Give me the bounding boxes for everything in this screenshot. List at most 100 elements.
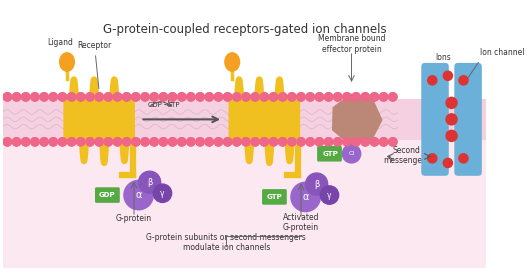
Circle shape [288, 138, 296, 146]
FancyBboxPatch shape [229, 95, 240, 144]
Circle shape [95, 93, 103, 101]
Circle shape [58, 93, 66, 101]
Text: Cl: Cl [348, 151, 355, 156]
Circle shape [205, 93, 213, 101]
Circle shape [214, 138, 222, 146]
Ellipse shape [225, 53, 240, 71]
Text: α: α [135, 190, 142, 200]
Text: GTP: GTP [323, 151, 338, 157]
Circle shape [169, 93, 177, 101]
Circle shape [132, 138, 140, 146]
Circle shape [334, 93, 342, 101]
FancyBboxPatch shape [289, 95, 300, 144]
Circle shape [13, 138, 21, 146]
Circle shape [40, 93, 48, 101]
Circle shape [389, 93, 397, 101]
Circle shape [67, 93, 76, 101]
Text: β: β [314, 179, 319, 188]
Circle shape [242, 138, 250, 146]
Text: G-protein: G-protein [116, 214, 152, 223]
FancyBboxPatch shape [239, 95, 250, 144]
Circle shape [223, 138, 232, 146]
Circle shape [141, 138, 149, 146]
Text: γ: γ [160, 189, 165, 198]
Circle shape [446, 97, 457, 108]
Circle shape [315, 138, 324, 146]
Circle shape [260, 138, 268, 146]
Text: α: α [302, 192, 309, 202]
Circle shape [76, 93, 85, 101]
Circle shape [95, 138, 103, 146]
Circle shape [251, 93, 259, 101]
FancyBboxPatch shape [259, 95, 270, 144]
Circle shape [251, 138, 259, 146]
Circle shape [446, 130, 457, 141]
FancyBboxPatch shape [104, 95, 115, 144]
Circle shape [334, 138, 342, 146]
Circle shape [352, 138, 360, 146]
Circle shape [13, 138, 21, 146]
Circle shape [205, 138, 213, 146]
Circle shape [76, 93, 85, 101]
Circle shape [153, 184, 172, 202]
Circle shape [76, 138, 85, 146]
Circle shape [113, 93, 122, 101]
FancyBboxPatch shape [262, 189, 287, 205]
Circle shape [306, 173, 328, 195]
Circle shape [205, 93, 213, 101]
Circle shape [104, 138, 112, 146]
Circle shape [223, 93, 232, 101]
Circle shape [49, 93, 57, 101]
Circle shape [132, 93, 140, 101]
Circle shape [279, 93, 287, 101]
Circle shape [86, 138, 94, 146]
Circle shape [113, 138, 122, 146]
Circle shape [58, 138, 66, 146]
Circle shape [297, 138, 305, 146]
Circle shape [370, 138, 378, 146]
Circle shape [187, 93, 195, 101]
Circle shape [315, 138, 324, 146]
Circle shape [214, 93, 222, 101]
Circle shape [325, 138, 333, 146]
Circle shape [459, 154, 468, 163]
Circle shape [104, 93, 112, 101]
Circle shape [334, 138, 342, 146]
Circle shape [159, 138, 168, 146]
Circle shape [306, 93, 314, 101]
Circle shape [343, 93, 351, 101]
Circle shape [123, 93, 131, 101]
Circle shape [86, 138, 94, 146]
Circle shape [343, 138, 351, 146]
Circle shape [178, 138, 186, 146]
Circle shape [297, 93, 305, 101]
Text: β: β [147, 178, 152, 187]
FancyBboxPatch shape [63, 95, 74, 144]
Circle shape [251, 138, 259, 146]
Circle shape [150, 93, 158, 101]
Circle shape [113, 138, 122, 146]
Circle shape [233, 93, 241, 101]
Circle shape [306, 138, 314, 146]
Circle shape [58, 138, 66, 146]
Circle shape [269, 93, 278, 101]
Circle shape [141, 93, 149, 101]
Circle shape [361, 138, 369, 146]
FancyBboxPatch shape [454, 63, 482, 176]
Circle shape [251, 93, 259, 101]
Circle shape [40, 138, 48, 146]
Circle shape [31, 93, 39, 101]
Circle shape [40, 93, 48, 101]
Circle shape [214, 93, 222, 101]
Circle shape [291, 182, 320, 212]
Circle shape [31, 93, 39, 101]
Circle shape [67, 138, 76, 146]
Circle shape [352, 138, 360, 146]
FancyBboxPatch shape [84, 95, 94, 144]
Circle shape [13, 93, 21, 101]
Circle shape [22, 138, 30, 146]
Text: Activated
G-protein: Activated G-protein [283, 213, 319, 232]
Text: Membrane bound
effector protein: Membrane bound effector protein [318, 34, 385, 54]
Circle shape [86, 93, 94, 101]
Circle shape [242, 93, 250, 101]
